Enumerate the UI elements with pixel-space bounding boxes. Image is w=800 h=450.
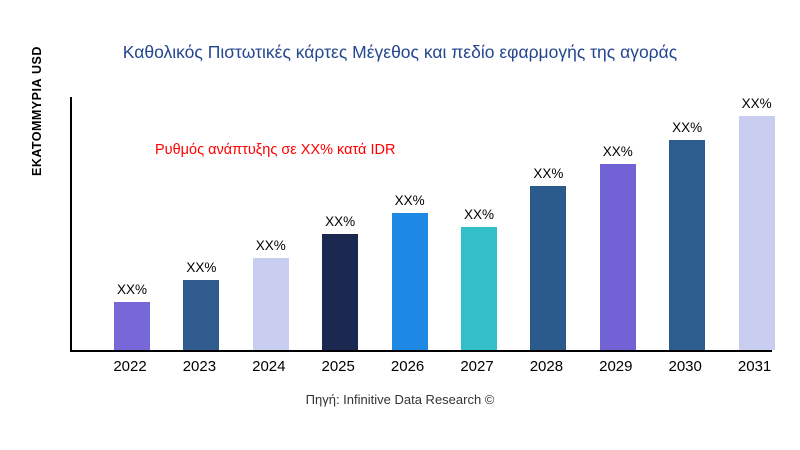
bar-2023 — [183, 280, 220, 350]
bar-2026 — [391, 213, 428, 350]
bar-value-label-2022: XX% — [116, 282, 147, 297]
x-axis-labels: 2022 2023 2024 2025 2026 2027 2028 2029 2030 2031 — [70, 358, 771, 380]
x-tick-2026: 2026 — [390, 358, 425, 375]
bar-slot-2022: XX% — [102, 282, 162, 350]
x-tick-2023: 2023 — [182, 358, 217, 375]
x-tick-2024: 2024 — [252, 358, 286, 375]
bar-value-label-2028: XX% — [533, 166, 564, 181]
bar-2022 — [114, 302, 150, 350]
chart-title: Καθολικός Πιστωτικές κάρτες Μέγεθος και … — [122, 42, 678, 62]
bar-value-label-2025: XX% — [325, 214, 356, 229]
bar-slot-2026: XX% — [380, 193, 440, 350]
bar-slot-2028: XX% — [518, 166, 578, 350]
growth-annotation: Ρυθμός ανάπτυξης σε XX% κατά IDR — [155, 142, 396, 158]
bar-slot-2029: XX% — [588, 144, 648, 350]
bar-2030 — [669, 140, 706, 350]
bar-2027 — [461, 227, 497, 350]
bar-2025 — [322, 234, 359, 350]
bar-slot-2031: XX% — [727, 96, 787, 350]
bar-slot-2025: XX% — [310, 214, 370, 350]
source-text: Πηγή: Infinitive Data Research © — [305, 392, 495, 407]
x-tick-2031: 2031 — [737, 358, 772, 375]
x-tick-2025: 2025 — [321, 358, 355, 375]
bar-value-label-2026: XX% — [394, 193, 425, 208]
y-axis-label: ΕΚΑΤΟΜΜΥΡΙΑ USD — [30, 46, 44, 176]
bar-slot-2027: XX% — [449, 207, 509, 350]
bar-2024 — [252, 258, 289, 350]
bar-slot-2030: XX% — [657, 120, 717, 350]
x-tick-2027: 2027 — [460, 358, 494, 375]
bar-2031 — [738, 116, 775, 350]
x-tick-2029: 2029 — [599, 358, 633, 375]
bar-2028 — [530, 186, 567, 350]
bar-slot-2023: XX% — [171, 260, 231, 350]
bar-slot-2024: XX% — [241, 238, 301, 350]
x-tick-2022: 2022 — [113, 358, 147, 375]
bar-value-label-2030: XX% — [672, 120, 703, 135]
bar-value-label-2031: XX% — [741, 96, 772, 111]
x-tick-2028: 2028 — [529, 358, 564, 375]
bar-2029 — [599, 164, 636, 350]
bar-value-label-2024: XX% — [255, 238, 286, 253]
bar-value-label-2029: XX% — [602, 144, 633, 159]
bar-value-label-2027: XX% — [463, 207, 494, 222]
plot-area: XX% XX% XX% XX% XX% XX% XX% XX% XX% XX% — [70, 96, 775, 352]
x-tick-2030: 2030 — [668, 358, 702, 375]
bar-value-label-2023: XX% — [186, 260, 217, 275]
